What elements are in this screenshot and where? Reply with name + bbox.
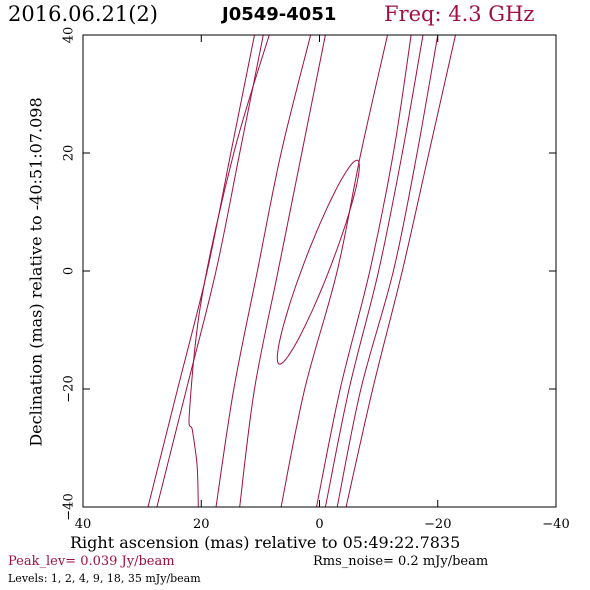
contour-line-10 (345, 34, 456, 508)
contour-line-9 (336, 34, 439, 508)
y-tick-label: 40 (62, 27, 77, 44)
peak-contour (276, 159, 360, 365)
contour-line-2 (156, 34, 264, 508)
contour-line-7 (316, 34, 412, 508)
y-tick-label: 20 (62, 145, 77, 162)
peak-level: Peak_lev= 0.039 Jy/beam (8, 554, 175, 569)
plot-frame (82, 34, 557, 508)
contour-line-3 (188, 34, 270, 508)
tick-labels: 40 20 0 −20 −40 −40 −20 0 20 40 (62, 27, 570, 532)
contour-line-5 (239, 34, 326, 508)
contour-line-4 (215, 34, 312, 508)
x-axis-label: Right ascension (mas) relative to 05:49:… (70, 533, 461, 552)
y-tick-label: −20 (62, 375, 77, 402)
y-axis-label: Declination (mas) relative to -40:51:07.… (26, 97, 46, 447)
x-tick-label: 0 (315, 517, 323, 532)
contour-levels: Levels: 1, 2, 4, 9, 18, 35 mJy/beam (8, 572, 201, 585)
y-tick-label: −40 (62, 493, 77, 520)
rms-noise: Rms_noise= 0.2 mJy/beam (313, 554, 489, 569)
contour-line-1 (147, 34, 255, 508)
x-tick-label: −20 (424, 517, 451, 532)
x-tick-label: 20 (193, 517, 210, 532)
x-tick-label: −40 (542, 517, 569, 532)
source-name: J0549-4051 (222, 4, 337, 25)
y-tick-label: 0 (62, 267, 77, 275)
frequency-label: Freq: 4.3 GHz (384, 2, 535, 26)
contour-line-8 (324, 34, 424, 508)
contour-line-6 (280, 34, 388, 508)
observation-date: 2016.06.21(2) (8, 2, 158, 26)
contour-lines (147, 34, 456, 508)
x-tick-label: 40 (75, 517, 92, 532)
axis-ticks (82, 34, 557, 508)
